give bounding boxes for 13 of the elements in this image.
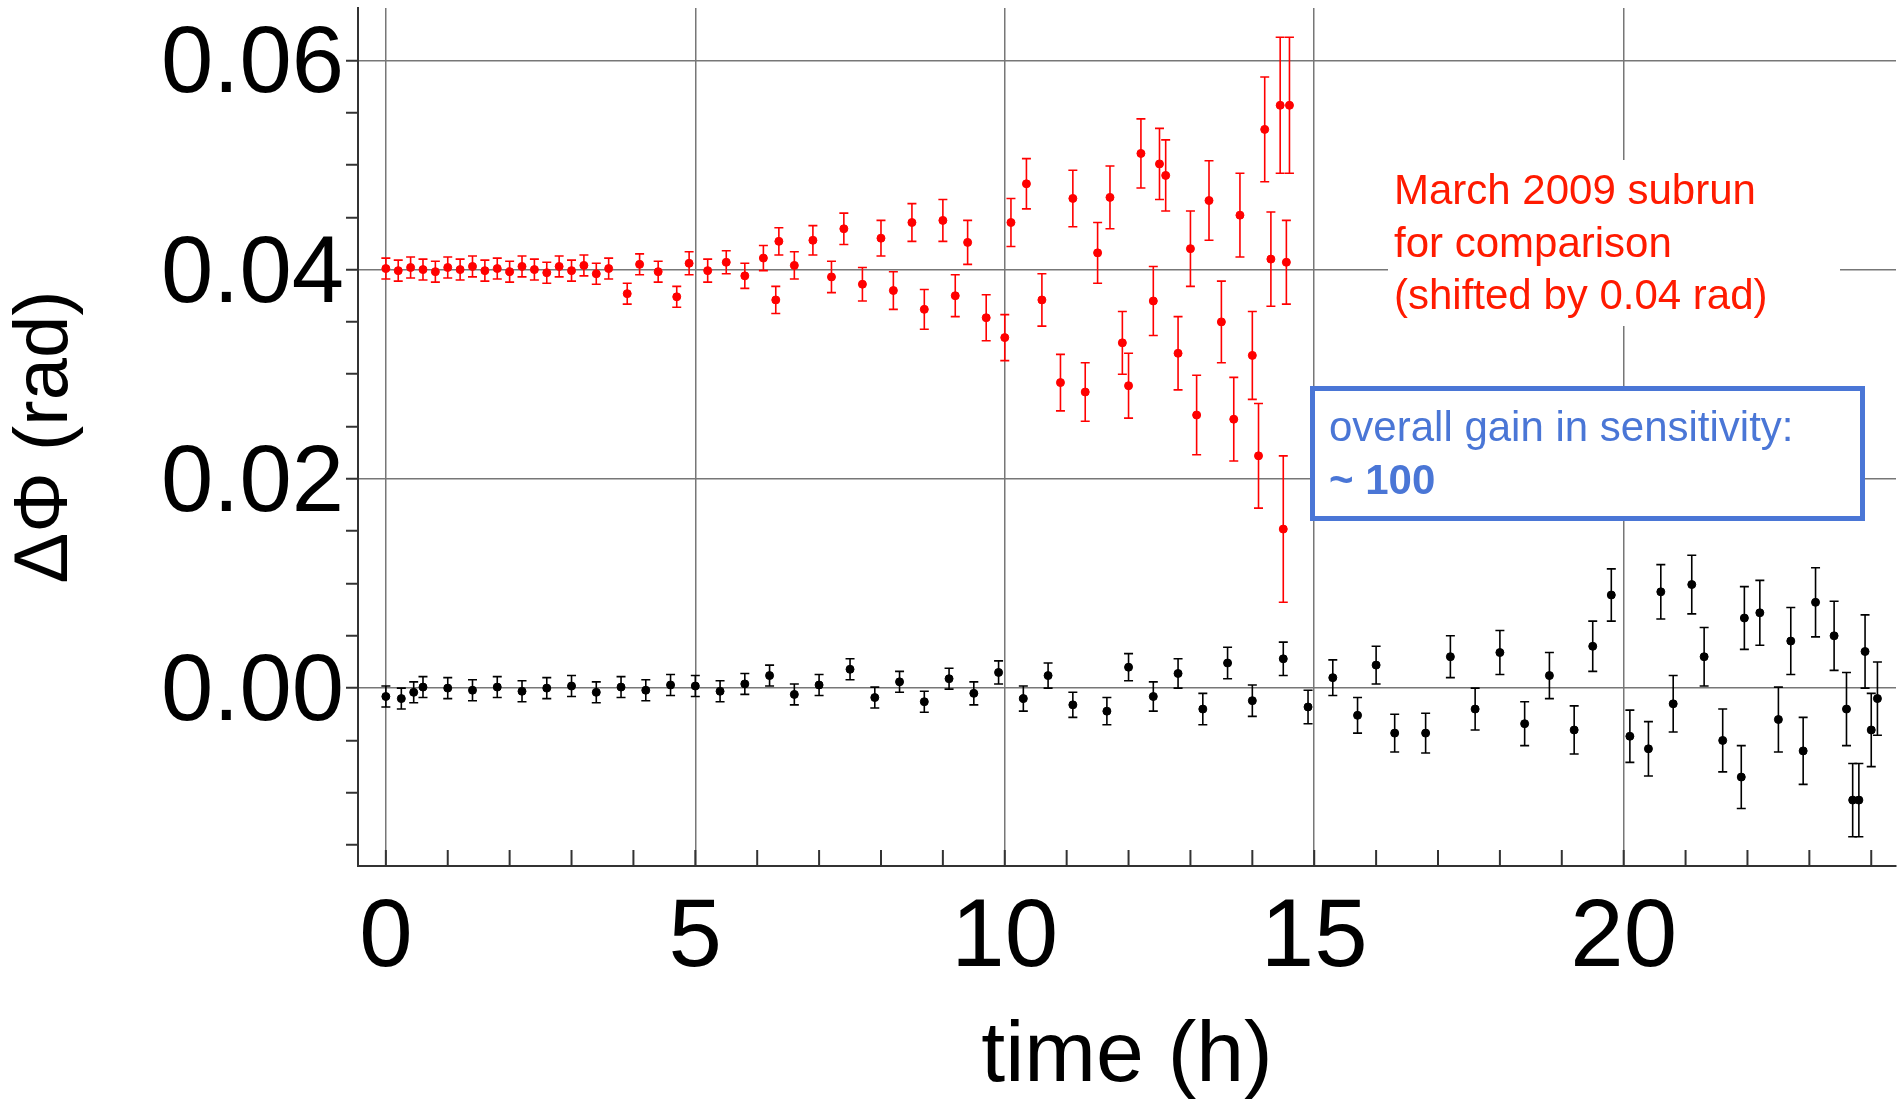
annotation: overall gain in sensitivity: ~ 100: [1329, 402, 1795, 505]
y-tick-label: 0.00: [161, 635, 344, 741]
x-tick-label: 10: [951, 879, 1059, 987]
y-axis-title: ΔΦ (rad): [0, 290, 83, 584]
y-tick-label: 0.06: [161, 7, 344, 113]
x-tick-label: 5: [668, 879, 722, 987]
y-tick-label: 0.02: [161, 425, 344, 531]
x-axis-title: time (h): [981, 1003, 1273, 1100]
y-tick-label: 0.04: [161, 216, 344, 322]
annotation: March 2009 subrun for comparison (shifted by 0.04 rad): [1388, 160, 1840, 326]
x-tick-label: 20: [1570, 879, 1678, 987]
x-tick-label: 15: [1260, 879, 1368, 987]
x-tick-label: 0: [359, 879, 413, 987]
